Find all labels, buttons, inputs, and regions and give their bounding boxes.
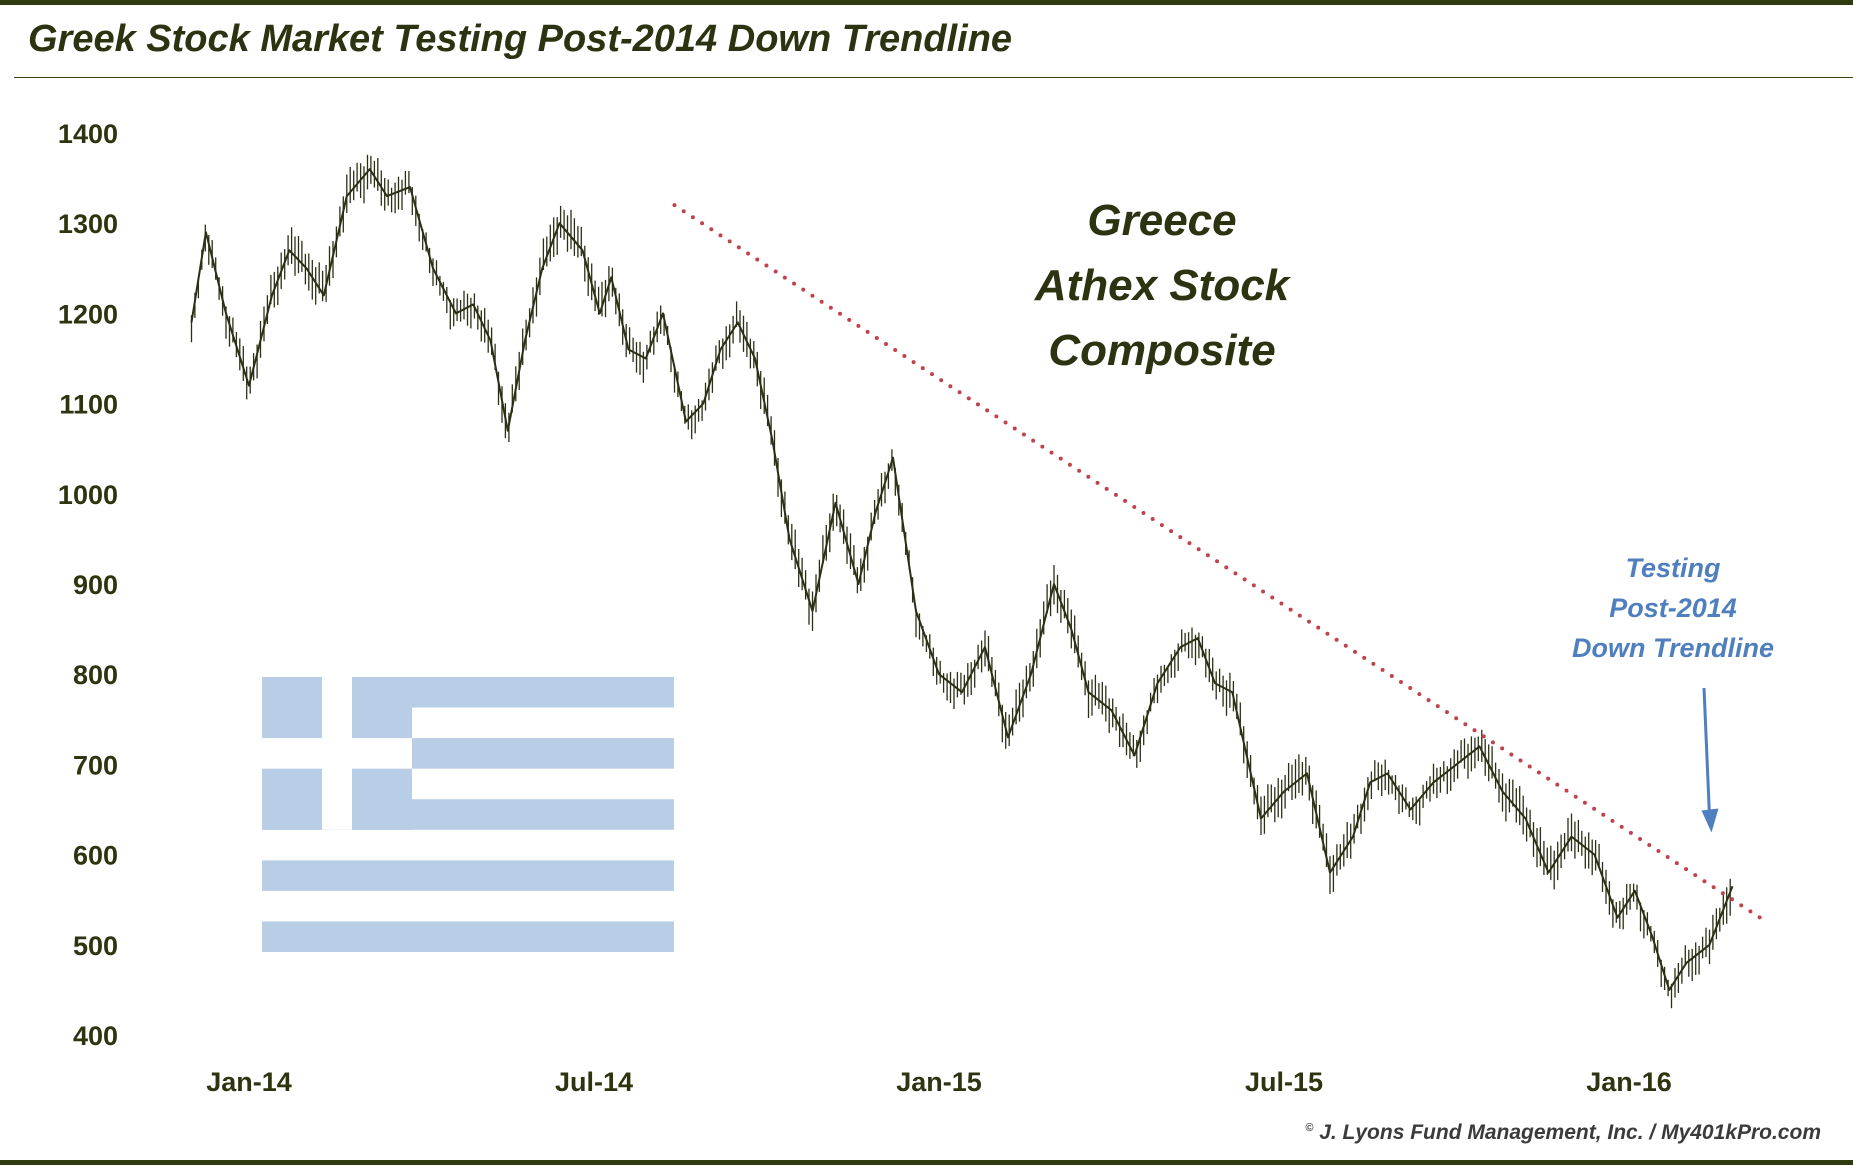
top-rule [0,0,1853,5]
x-tick-label: Jul-15 [1245,1067,1323,1097]
x-axis: Jan-14 Jul-14 Jan-15 Jul-15 Jan-16 [206,1067,1672,1097]
annotation-line: Down Trendline [1572,633,1774,663]
y-tick-label: 1400 [58,119,118,149]
chart-title: Greece Athex Stock Composite [1034,196,1292,375]
y-axis: 400 500 600 700 800 900 1000 1100 1200 1300 1400 [58,119,118,1051]
y-tick-label: 1000 [58,480,118,510]
y-tick-label: 600 [73,841,118,871]
page-title: Greek Stock Market Testing Post-2014 Dow… [28,18,1013,60]
title-divider [14,77,1853,78]
y-tick-label: 1200 [58,299,118,329]
flag-cross-horizontal [262,738,412,769]
chart-title-line: Greece [1087,196,1236,245]
copyright-mark: © [1305,1122,1314,1134]
flag-stripe [262,921,674,952]
arrow-shaft [1702,687,1711,817]
bottom-rule [0,1160,1853,1165]
x-tick-label: Jan-14 [206,1067,292,1097]
y-tick-label: 1100 [59,390,118,420]
trendline [672,203,1769,925]
y-tick-label: 700 [73,750,118,780]
copyright-credit: © J. Lyons Fund Management, Inc. / My401… [1305,1121,1821,1145]
flag-stripe [262,860,674,891]
chart-title-line: Composite [1048,326,1275,375]
arrow-head [1701,808,1719,833]
y-tick-label: 900 [73,570,118,600]
y-tick-label: 400 [73,1021,118,1051]
y-tick-label: 1300 [58,209,118,239]
credit-text: J. Lyons Fund Management, Inc. / My401kP… [1319,1121,1821,1144]
x-tick-label: Jan-15 [896,1067,982,1097]
x-tick-label: Jul-14 [555,1067,633,1097]
chart-title-line: Athex Stock [1034,261,1292,310]
annotation-line: Post-2014 [1609,593,1737,623]
price-series-line [190,168,1734,991]
annotation-arrow [1701,687,1719,833]
y-tick-label: 800 [73,660,118,690]
x-tick-label: Jan-16 [1586,1067,1672,1097]
annotation-text: Testing Post-2014 Down Trendline [1572,553,1774,663]
y-tick-label: 500 [73,931,118,961]
annotation-line: Testing [1625,553,1721,583]
greek-flag-image [262,677,674,952]
